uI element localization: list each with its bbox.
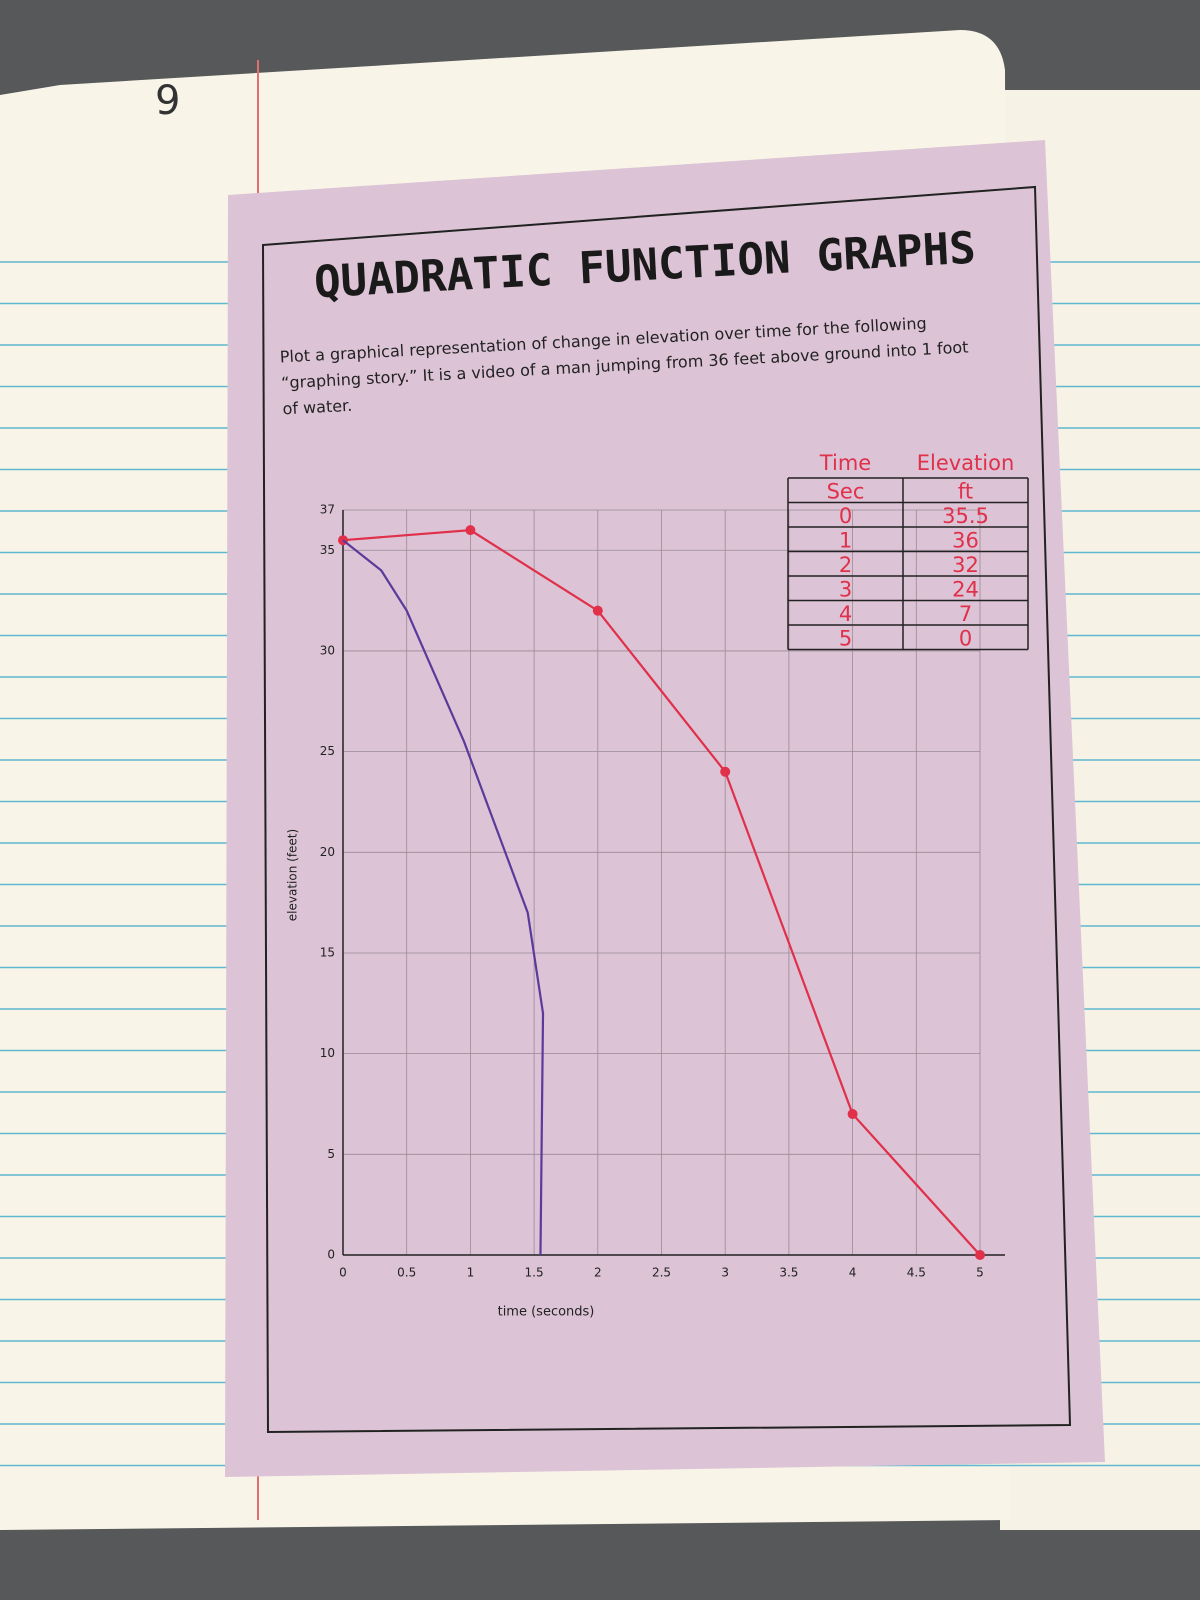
y-tick-label: 20 <box>320 845 335 859</box>
x-axis-title: time (seconds) <box>498 1305 595 1320</box>
table-cell: 4 <box>839 602 852 626</box>
table-cell: 32 <box>952 553 979 577</box>
instruction-line: of water. <box>282 396 353 419</box>
x-tick-label: 1.5 <box>525 1266 544 1280</box>
data-point <box>465 525 476 536</box>
worksheet <box>225 140 1105 1477</box>
y-tick-label: 15 <box>320 945 335 959</box>
worksheet-border <box>261 185 1072 1434</box>
table-cell: 3 <box>839 577 852 601</box>
y-axis-title: elevation (feet) <box>286 829 300 921</box>
table-cell: 35.5 <box>942 504 989 528</box>
data-point <box>720 766 731 777</box>
table-header: Time <box>819 451 871 475</box>
y-tick-label: 10 <box>320 1046 335 1060</box>
y-tick-label: 25 <box>320 744 335 758</box>
x-tick-label: 5 <box>976 1266 984 1280</box>
series-line <box>342 539 545 1256</box>
y-tick-label: 30 <box>320 643 335 657</box>
y-tick-label: 37 <box>320 503 335 517</box>
y-tick-label: 0 <box>327 1248 335 1262</box>
data-point <box>975 1250 985 1260</box>
x-tick-label: 2.5 <box>652 1266 671 1280</box>
x-tick-label: 0.5 <box>397 1266 416 1280</box>
x-tick-label: 4 <box>849 1266 857 1280</box>
table-cell: 36 <box>952 528 979 552</box>
x-tick-label: 2 <box>594 1266 602 1280</box>
x-tick-label: 3.5 <box>779 1266 798 1280</box>
table: Time Elevation Sec ft 0 35.5 1 36 2 32 3 24 4 7 5 0 <box>787 451 1029 651</box>
table-unit: Sec <box>827 479 865 503</box>
table-cell: 24 <box>952 577 979 601</box>
x-tick-label: 3 <box>721 1266 729 1280</box>
table-cell: 1 <box>839 528 852 552</box>
table-cell: 7 <box>959 602 972 626</box>
data-point <box>847 1109 858 1120</box>
table-unit: ft <box>958 479 973 503</box>
table-cell: 0 <box>839 504 852 528</box>
table-cell: 2 <box>839 553 852 577</box>
page-number: 9 <box>155 78 180 124</box>
x-tick-label: 1 <box>467 1266 475 1280</box>
series-line <box>342 529 981 1256</box>
y-tick-label: 5 <box>327 1147 335 1161</box>
data-point <box>592 605 603 616</box>
x-tick-label: 4.5 <box>907 1266 926 1280</box>
y-tick-label: 35 <box>320 543 335 557</box>
table-header: Elevation <box>917 451 1015 475</box>
table-cell: 5 <box>839 626 852 650</box>
x-tick-label: 0 <box>339 1266 347 1280</box>
table-cell: 0 <box>959 626 972 650</box>
